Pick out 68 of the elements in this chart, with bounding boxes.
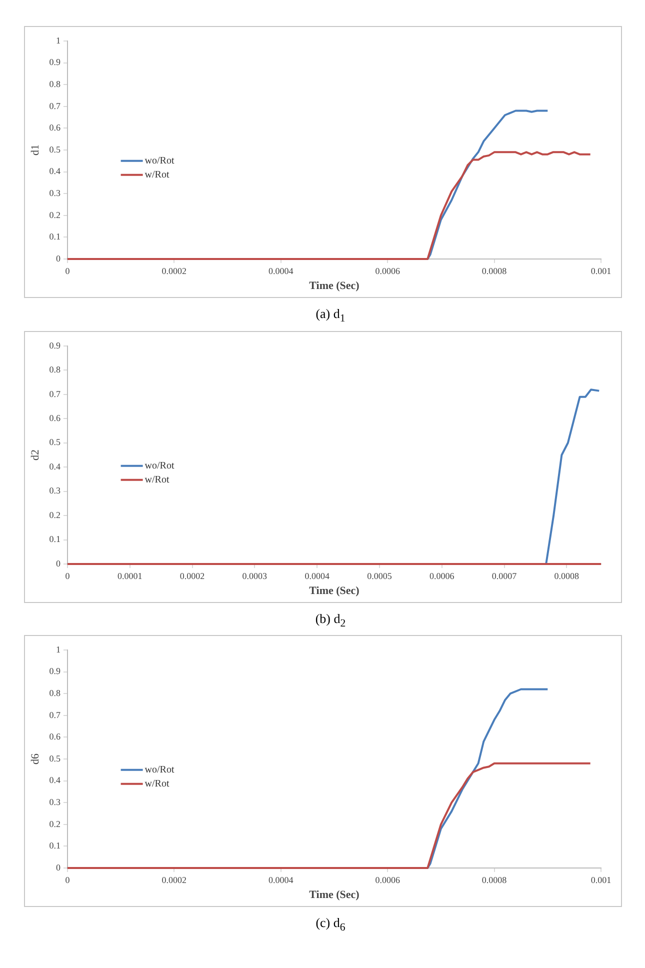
- y-tick-label: 0.6: [49, 412, 61, 423]
- x-tick-label: 0.0002: [162, 874, 187, 885]
- x-axis-title: Time (Sec): [309, 584, 360, 597]
- x-tick-label: 0.0008: [482, 266, 508, 276]
- y-tick-label: 0.2: [49, 818, 60, 829]
- x-axis-title: Time (Sec): [309, 280, 360, 292]
- x-tick-label: 0.0004: [304, 570, 330, 580]
- x-tick-label: 0.0006: [429, 570, 455, 580]
- y-tick-label: 0.4: [49, 461, 61, 472]
- x-tick-label: 0.0004: [268, 874, 294, 885]
- legend-label: w/Rot: [144, 170, 170, 181]
- x-tick-label: 0.0002: [162, 266, 187, 276]
- y-tick-label: 0: [56, 558, 61, 568]
- y-tick-label: 0.1: [49, 232, 60, 242]
- y-tick-label: 0: [56, 253, 61, 264]
- x-tick-label: 0.0004: [268, 266, 294, 276]
- x-tick-label: 0.0008: [482, 874, 508, 885]
- x-axis-title: Time (Sec): [309, 889, 360, 902]
- x-tick-label: 0.0005: [367, 570, 392, 580]
- y-tick-label: 1: [56, 644, 60, 655]
- x-tick-label: 0: [65, 874, 70, 885]
- y-tick-label: 0: [56, 862, 61, 873]
- y-tick-label: 0.3: [49, 797, 61, 808]
- y-tick-label: 0.2: [49, 210, 60, 220]
- y-tick-label: 0.6: [49, 732, 61, 742]
- y-tick-label: 0.8: [49, 688, 61, 698]
- legend-label: wo/Rot: [144, 764, 174, 776]
- y-tick-label: 0.1: [49, 534, 60, 544]
- legend-label: w/Rot: [144, 778, 170, 790]
- x-tick-label: 0.0006: [375, 266, 400, 276]
- text: (a) d$_{1}$: [314, 306, 346, 325]
- y-tick-label: 0.3: [49, 485, 61, 496]
- x-tick-label: 0.0001: [117, 570, 142, 580]
- legend-label: wo/Rot: [144, 460, 174, 472]
- y-tick-label: 0.5: [49, 144, 61, 154]
- y-tick-label: 0.5: [49, 436, 61, 447]
- legend-label: wo/Rot: [144, 156, 174, 167]
- x-tick-label: 0.0003: [242, 570, 268, 580]
- y-tick-label: 1: [56, 35, 60, 46]
- text: (b) d$_{2}$: [314, 610, 347, 630]
- y-tick-label: 0.9: [49, 666, 61, 676]
- y-tick-label: 0.4: [49, 775, 61, 786]
- y-tick-label: 0.8: [49, 78, 61, 89]
- text: (c) d$_{6}$: [314, 915, 346, 934]
- y-tick-label: 0.7: [49, 710, 61, 720]
- y-tick-label: 0.7: [49, 100, 61, 111]
- y-tick-label: 0.5: [49, 754, 61, 764]
- y-tick-label: 0.9: [49, 340, 61, 350]
- x-tick-label: 0.001: [590, 266, 612, 276]
- x-tick-label: 0: [65, 266, 70, 276]
- y-axis-title: d6: [29, 753, 42, 765]
- y-axis-title: d1: [29, 144, 42, 156]
- y-tick-label: 0.1: [49, 840, 60, 851]
- y-tick-label: 0.2: [49, 510, 60, 520]
- x-tick-label: 0.0006: [375, 874, 400, 885]
- y-tick-label: 0.4: [49, 166, 61, 176]
- x-tick-label: 0.0002: [180, 570, 205, 580]
- x-tick-label: 0.001: [590, 874, 612, 885]
- x-tick-label: 0.0008: [554, 570, 580, 580]
- y-tick-label: 0.7: [49, 388, 61, 398]
- y-tick-label: 0.6: [49, 122, 61, 133]
- y-axis-title: d2: [29, 449, 42, 460]
- x-tick-label: 0: [65, 570, 70, 580]
- y-tick-label: 0.9: [49, 57, 61, 68]
- x-tick-label: 0.0007: [492, 570, 518, 580]
- legend-label: w/Rot: [144, 474, 170, 486]
- y-tick-label: 0.8: [49, 364, 61, 374]
- y-tick-label: 0.3: [49, 188, 61, 198]
